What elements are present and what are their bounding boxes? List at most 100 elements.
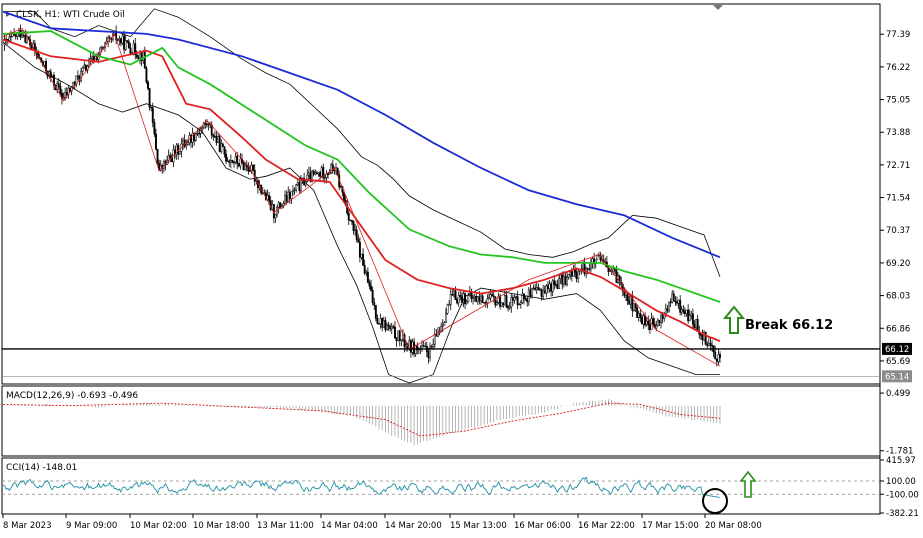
candle-body: [714, 351, 717, 360]
candle-body: [483, 302, 486, 304]
candle-body: [666, 308, 669, 312]
moving-averages: [2, 10, 721, 342]
candle-body: [370, 285, 373, 291]
cci-tick-label: 100.00: [886, 477, 916, 487]
level-tag-0: [882, 342, 912, 355]
candle-body: [551, 280, 554, 292]
candle-body: [247, 166, 250, 172]
cci-tick-label: -382.21: [886, 509, 919, 519]
candle-body: [577, 270, 580, 279]
price-tick-label: 72.71: [886, 161, 910, 171]
candle-body: [704, 331, 707, 345]
candle-body: [62, 97, 65, 99]
candle-body: [45, 61, 47, 72]
candle-body: [135, 54, 138, 58]
candle-body: [613, 268, 616, 271]
candle-body: [526, 298, 529, 303]
candle-body: [151, 107, 154, 123]
candle-body: [537, 287, 540, 290]
time-tick-label: 10 Mar 02:00: [130, 521, 187, 531]
candle-body: [323, 177, 326, 179]
candle-body: [644, 315, 647, 326]
candle-body: [105, 41, 108, 44]
candle-body: [546, 285, 549, 289]
candle-body: [266, 195, 269, 200]
candle-body: [223, 146, 226, 155]
candle-body: [311, 170, 314, 182]
candle-body: [89, 58, 92, 61]
candle-body: [57, 83, 60, 87]
candle-body: [215, 136, 218, 143]
candle-body: [231, 160, 234, 163]
candle-body: [609, 270, 612, 272]
candle-body: [21, 34, 24, 38]
candle-body: [220, 143, 223, 152]
candle-body: [669, 301, 672, 304]
candle-body: [352, 221, 355, 231]
price-tick-label: 69.20: [886, 259, 910, 269]
candle-body: [354, 229, 357, 232]
candle-body: [315, 172, 318, 175]
candle-body: [277, 202, 280, 208]
candle-body: [706, 343, 709, 346]
candle-body: [360, 253, 363, 258]
candle-body: [432, 343, 435, 347]
candle-body: [320, 167, 323, 177]
candle-body: [196, 133, 199, 135]
candle-body: [169, 155, 172, 159]
candle-body: [494, 296, 497, 306]
candle-body: [467, 295, 470, 303]
candle-body: [719, 354, 721, 358]
candle-body: [550, 283, 553, 292]
candle-body: [381, 318, 384, 328]
candle-body: [386, 325, 388, 331]
candle-body: [642, 315, 645, 325]
candle-body: [532, 287, 535, 290]
candle-body: [49, 71, 52, 78]
candle-body: [518, 303, 521, 306]
candle-body: [645, 320, 648, 326]
candle-body: [8, 36, 11, 41]
candle-body: [448, 304, 451, 306]
candle-body: [413, 341, 416, 355]
candle-body: [543, 290, 546, 294]
candle-body: [22, 34, 25, 37]
candle-body: [312, 170, 315, 175]
candle-body: [137, 57, 140, 59]
candle-body: [212, 134, 215, 137]
price-tick-label: 73.88: [886, 128, 910, 138]
candle-body: [500, 302, 503, 307]
series-ma-10: [2, 38, 721, 342]
candle-body: [475, 295, 478, 303]
up-arrow-icon: [739, 470, 757, 498]
cci-title: CCI(14) -148.01: [6, 463, 77, 473]
candle-body: [328, 172, 331, 175]
candle-body: [451, 294, 454, 296]
candle-body: [433, 333, 436, 345]
candle-body: [612, 268, 615, 272]
candle-body: [711, 344, 713, 347]
candle-body: [330, 164, 333, 173]
series-ma-20: [2, 30, 721, 303]
candle-body: [476, 296, 479, 303]
candle-body: [486, 298, 489, 304]
candle-body: [679, 299, 682, 313]
price-levels: 66.12 65.14: [2, 342, 912, 383]
candle-body: [558, 278, 561, 289]
candle-body: [685, 309, 688, 314]
price-tick-label: 77.39: [886, 30, 910, 40]
level-tag-label-0: 66.12: [885, 345, 909, 355]
candle-body: [524, 298, 527, 300]
candle-body: [355, 229, 358, 240]
candle-body: [674, 300, 677, 303]
candle-body: [422, 345, 425, 347]
time-tick-label: 16 Mar 22:00: [578, 521, 635, 531]
candle-body: [378, 323, 380, 325]
candle-body: [687, 309, 690, 321]
candle-body: [658, 319, 661, 323]
candle-body: [672, 293, 675, 302]
candle-body: [350, 220, 353, 222]
level-tag-label-1: 65.14: [885, 372, 909, 382]
chart-shift-marker[interactable]: [713, 5, 723, 10]
candle-body: [717, 354, 720, 362]
